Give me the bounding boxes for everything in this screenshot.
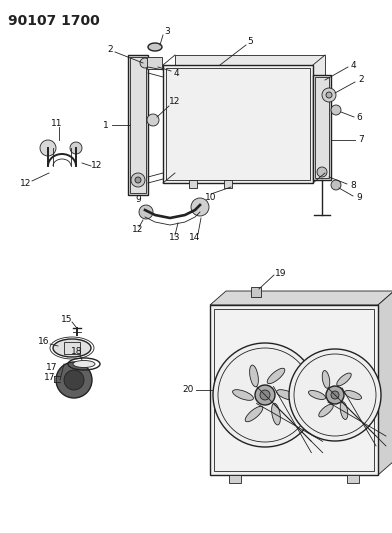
Ellipse shape [272, 403, 280, 425]
Text: 7: 7 [358, 135, 364, 144]
Text: 8: 8 [350, 181, 356, 190]
Circle shape [260, 390, 270, 400]
Ellipse shape [73, 360, 95, 367]
Text: 17: 17 [46, 364, 58, 373]
Polygon shape [378, 291, 392, 475]
Text: 17: 17 [44, 374, 56, 383]
Ellipse shape [340, 402, 348, 419]
Polygon shape [210, 291, 392, 305]
Bar [166, 68, 310, 180]
Circle shape [322, 88, 336, 102]
Ellipse shape [232, 390, 253, 400]
Circle shape [64, 370, 84, 390]
Circle shape [131, 173, 145, 187]
Polygon shape [175, 55, 325, 173]
Text: 90107 1700: 90107 1700 [8, 14, 100, 28]
Text: 12: 12 [91, 161, 103, 171]
Ellipse shape [53, 339, 91, 357]
Text: 4: 4 [173, 69, 179, 77]
Ellipse shape [267, 368, 285, 384]
Text: 12: 12 [169, 98, 181, 107]
Polygon shape [226, 291, 392, 461]
Bar [128, 55, 148, 195]
Bar [163, 65, 313, 183]
Circle shape [331, 180, 341, 190]
Text: 1: 1 [103, 120, 109, 130]
Ellipse shape [345, 391, 361, 400]
Bar [189, 180, 197, 188]
Ellipse shape [319, 404, 333, 417]
Bar [315, 77, 329, 178]
Ellipse shape [277, 390, 298, 400]
Text: 3: 3 [164, 28, 170, 36]
Bar [347, 475, 359, 483]
Text: 6: 6 [356, 112, 362, 122]
Text: 4: 4 [350, 61, 356, 69]
Text: 20: 20 [182, 385, 194, 394]
Circle shape [147, 114, 159, 126]
Ellipse shape [309, 391, 325, 400]
Circle shape [70, 142, 82, 154]
Ellipse shape [245, 406, 263, 422]
Circle shape [213, 343, 317, 447]
Text: 2: 2 [107, 45, 113, 54]
Bar [214, 309, 374, 471]
Bar [251, 287, 261, 297]
Circle shape [317, 167, 327, 177]
Circle shape [255, 385, 275, 405]
Ellipse shape [322, 370, 330, 389]
Bar [130, 57, 146, 193]
Circle shape [331, 391, 339, 399]
Circle shape [56, 362, 92, 398]
Circle shape [40, 140, 56, 156]
Circle shape [135, 177, 141, 183]
Bar [210, 305, 378, 475]
Circle shape [139, 205, 153, 219]
Text: 10: 10 [205, 192, 217, 201]
Ellipse shape [337, 373, 351, 386]
Circle shape [331, 105, 341, 115]
Text: 14: 14 [189, 232, 201, 241]
Circle shape [326, 92, 332, 98]
Circle shape [191, 198, 209, 216]
Text: 18: 18 [71, 348, 83, 357]
Circle shape [289, 349, 381, 441]
Circle shape [326, 386, 344, 404]
Bar [64, 342, 80, 354]
Text: 2: 2 [358, 76, 364, 85]
Circle shape [140, 58, 150, 68]
Text: 5: 5 [247, 37, 253, 46]
Text: 11: 11 [51, 118, 63, 127]
Ellipse shape [250, 365, 258, 387]
Bar [229, 475, 241, 483]
Text: 16: 16 [38, 337, 50, 346]
Polygon shape [147, 57, 162, 69]
Text: 12: 12 [20, 179, 32, 188]
Text: 12: 12 [132, 225, 144, 235]
Text: 19: 19 [275, 269, 287, 278]
Text: 13: 13 [169, 233, 181, 243]
Text: 15: 15 [61, 316, 73, 325]
Ellipse shape [148, 43, 162, 51]
Bar [313, 75, 331, 180]
Text: 9: 9 [135, 196, 141, 205]
Text: 9: 9 [356, 193, 362, 203]
Bar [224, 180, 232, 188]
